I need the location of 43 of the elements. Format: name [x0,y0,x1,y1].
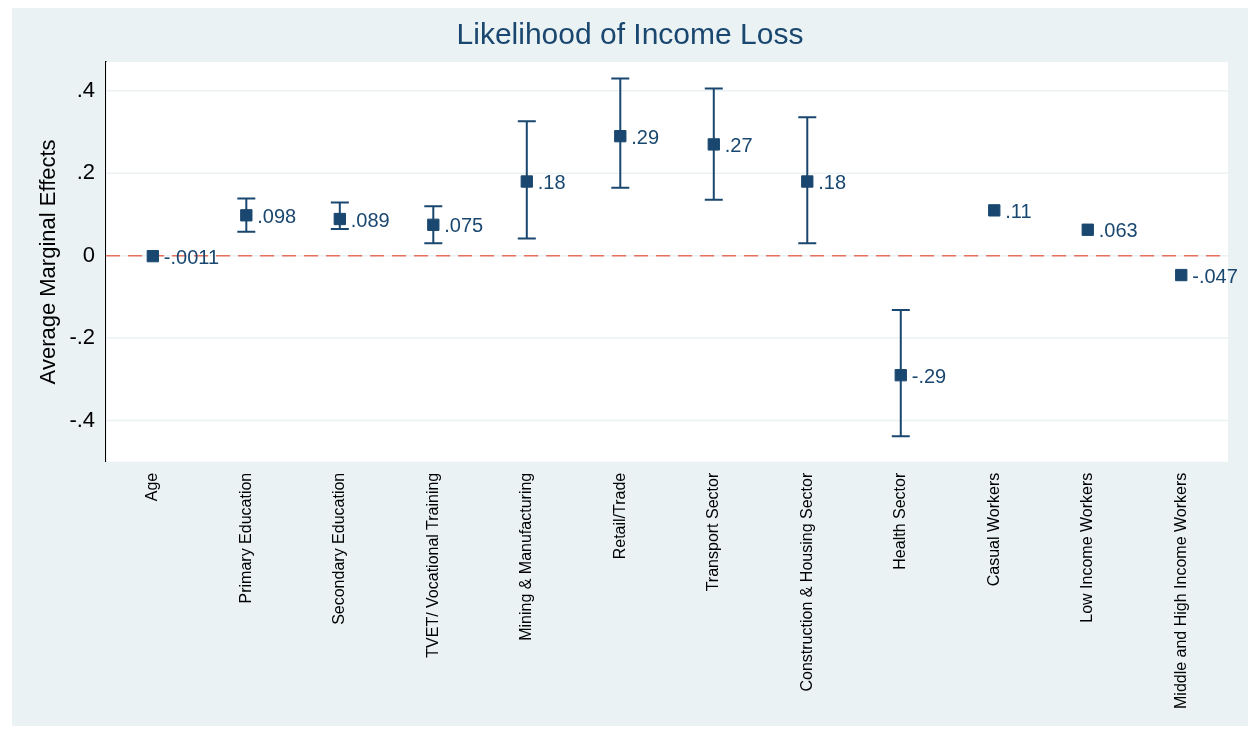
data-label: -.047 [1192,264,1238,287]
y-tick-label: -.2 [69,324,96,350]
data-label: .089 [350,208,390,231]
point [614,130,627,143]
y-tick-label: .4 [76,76,96,102]
x-tick-label: TVET/ Vocational Training [423,472,441,658]
x-tick-label: Low Income Workers [1078,472,1096,623]
x-tick-label: Health Sector [891,472,909,570]
chart-title: Likelihood of Income Loss [456,17,804,51]
x-tick-label: Casual Workers [984,472,1002,587]
data-label: .27 [724,133,753,156]
point [707,138,720,151]
x-tick-label: Construction & Housing Sector [797,472,815,692]
x-tick-label: Primary Education [236,472,254,604]
y-tick-label: 0 [82,241,96,267]
data-label: .075 [444,214,484,237]
x-tick-label: Transport Sector [704,472,722,592]
y-tick-label: -.4 [69,406,96,432]
y-axis-title: Average Marginal Effects [35,139,61,385]
data-label: -.0011 [163,245,220,268]
x-tick-label: Middle and High Income Workers [1171,472,1189,709]
data-label: .29 [631,125,660,148]
point [333,212,346,226]
data-label: .18 [537,171,566,194]
y-tick-label: .2 [76,159,96,185]
point [520,175,533,188]
point [146,249,159,263]
x-tick-label: Retail/Trade [610,472,628,560]
point [801,175,814,188]
point [1175,268,1188,282]
x-tick-label: Mining & Manufacturing [517,472,535,641]
x-tick-label: Age [143,472,161,502]
point [988,204,1001,217]
data-label: .18 [818,171,847,194]
data-label: .11 [1005,199,1032,222]
point [1081,223,1094,236]
point [427,218,440,231]
x-tick-label: Secondary Education [330,472,348,625]
point [894,369,907,382]
data-label: -.29 [911,364,947,387]
data-label: .098 [257,204,297,227]
point [240,209,253,222]
data-label: .063 [1098,219,1138,242]
